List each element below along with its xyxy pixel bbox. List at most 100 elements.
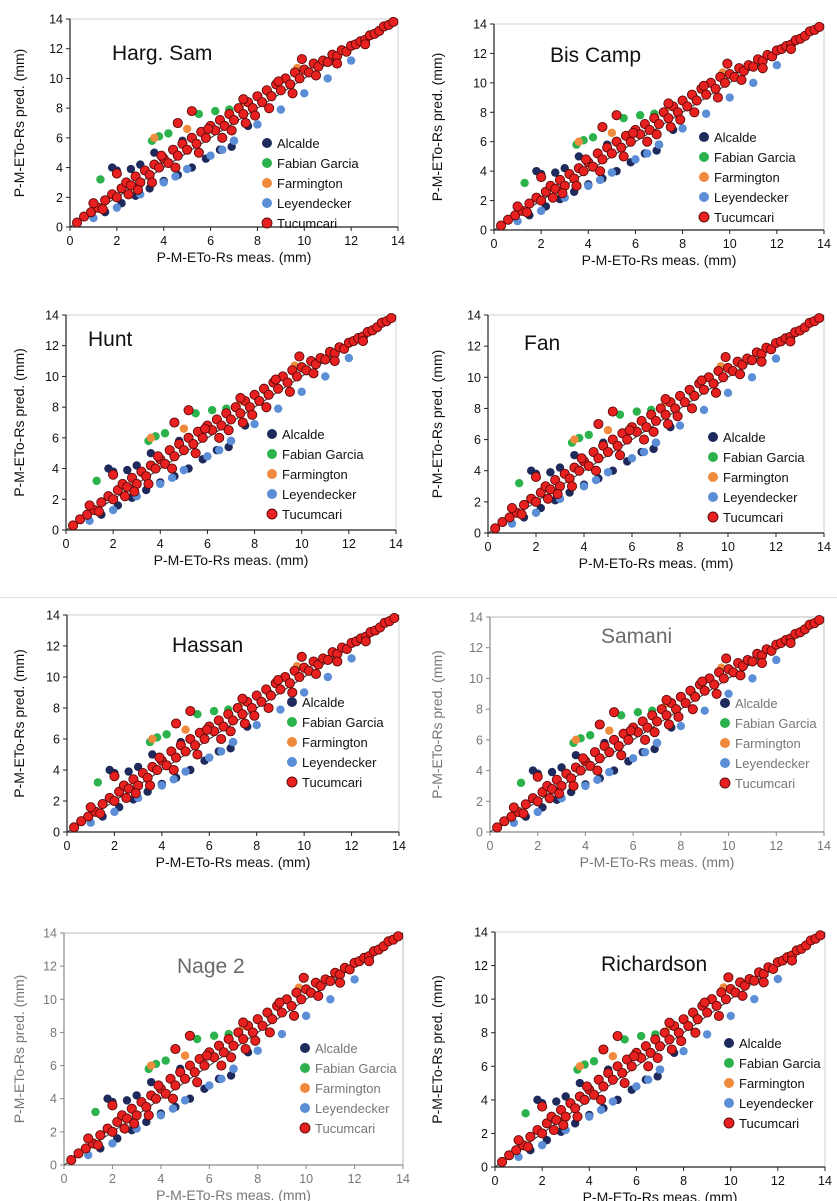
x-tick-label: 2 (534, 839, 541, 853)
data-point-farmington (148, 734, 157, 744)
legend-marker-farmington (724, 1078, 734, 1088)
data-point-tucumcari (698, 384, 710, 395)
x-axis-label: P-M-ETo-Rs meas. (mm) (154, 552, 309, 568)
data-point-fabian-garcia (91, 1107, 100, 1117)
legend-marker-fabian-garcia (267, 449, 277, 459)
data-point-tucumcari (698, 80, 709, 91)
x-tick-label: 10 (721, 540, 735, 554)
data-point-tucumcari (200, 132, 211, 143)
series-tucumcari (496, 21, 825, 231)
data-point-tucumcari (814, 21, 825, 32)
legend-marker-fabian-garcia (300, 1063, 310, 1073)
data-point-leyendecker (276, 105, 286, 114)
data-point-leyendecker (701, 109, 711, 118)
legend-label-fabian-garcia: Fabian Garcia (302, 715, 384, 730)
x-tick-label: 4 (585, 237, 592, 251)
legend-label-tucumcari: Tucumcari (714, 210, 774, 225)
x-tick-label: 4 (582, 839, 589, 853)
data-point-leyendecker (108, 1139, 117, 1148)
x-tick-label: 14 (818, 1174, 832, 1188)
legend-marker-fabian-garcia (724, 1058, 734, 1068)
data-point-alcalde (122, 1096, 132, 1105)
data-point-tucumcari (537, 1101, 548, 1112)
data-point-tucumcari (334, 977, 346, 988)
data-point-tucumcari (623, 734, 634, 745)
x-tick-label: 2 (533, 540, 540, 554)
legend-marker-tucumcari (707, 511, 719, 523)
data-point-fabian-garcia (161, 1056, 170, 1065)
legend-label-leyendecker: Leyendecker (315, 1101, 390, 1116)
x-tick-label: 4 (157, 1172, 164, 1186)
legend-marker-alcalde (699, 132, 709, 142)
x-tick-label: 0 (492, 1174, 499, 1188)
x-tick-label: 14 (389, 537, 403, 551)
data-point-farmington (603, 426, 613, 435)
data-point-leyendecker (607, 168, 617, 177)
legend-marker-leyendecker (724, 1098, 734, 1108)
data-point-leyendecker (632, 1082, 641, 1091)
data-point-farmington (150, 133, 159, 143)
legend: Alcalde Fabian Garcia Farmington Leyendecke… (261, 136, 359, 231)
data-point-tucumcari (111, 168, 122, 179)
x-tick-label: 12 (771, 1174, 785, 1188)
y-axis-label: P-M-ETo-Rs pred. (mm) (429, 975, 445, 1124)
x-tick-label: 4 (157, 537, 164, 551)
series-tucumcari (497, 930, 826, 1168)
y-tick-label: 6 (480, 135, 487, 149)
data-point-tucumcari (228, 1040, 239, 1051)
data-point-tucumcari (123, 783, 134, 794)
data-point-tucumcari (497, 1156, 508, 1168)
data-point-tucumcari (618, 151, 629, 162)
data-point-tucumcari (723, 972, 734, 983)
data-point-tucumcari (226, 1052, 237, 1063)
data-point-tucumcari (522, 1141, 534, 1152)
y-tick-label: 8 (474, 402, 481, 416)
legend-label-fabian-garcia: Fabian Garcia (739, 1056, 821, 1071)
data-point-fabian-garcia (586, 731, 595, 740)
data-point-tucumcari (602, 446, 614, 458)
data-point-tucumcari (572, 1111, 583, 1122)
y-tick-label: 4 (52, 462, 59, 476)
data-point-tucumcari (711, 1000, 722, 1011)
y-tick-label: 2 (481, 1127, 488, 1141)
legend: Alcalde Fabian Garcia Farmington Leyendecke… (719, 696, 817, 791)
data-point-fabian-garcia (589, 1057, 599, 1066)
data-point-tucumcari (653, 119, 665, 130)
data-point-tucumcari (581, 1081, 592, 1092)
data-point-tucumcari (218, 1047, 229, 1058)
data-point-alcalde (533, 1095, 542, 1105)
data-point-tucumcari (122, 481, 133, 493)
x-tick-label: 12 (345, 839, 359, 853)
data-point-tucumcari (325, 976, 336, 987)
data-point-tucumcari (625, 725, 636, 736)
y-tick-label: 2 (474, 495, 481, 509)
data-point-tucumcari (263, 702, 274, 714)
data-point-leyendecker (252, 720, 261, 730)
data-point-tucumcari (143, 1110, 154, 1121)
y-tick-label: 14 (469, 611, 483, 625)
x-tick-label: 0 (61, 1172, 68, 1186)
x-axis-label: P-M-ETo-Rs meas. (mm) (156, 854, 311, 870)
data-point-tucumcari (614, 450, 626, 461)
data-point-leyendecker (605, 767, 614, 777)
data-point-leyendecker (273, 404, 283, 413)
data-point-tucumcari (558, 1119, 569, 1131)
data-point-tucumcari (168, 764, 179, 776)
y-tick-label: 0 (50, 1159, 57, 1173)
data-point-leyendecker (156, 1111, 166, 1120)
legend-label-farmington: Farmington (714, 170, 780, 185)
data-point-tucumcari (575, 765, 586, 776)
x-tick-label: 10 (723, 237, 737, 251)
data-point-tucumcari (141, 1101, 152, 1113)
data-point-farmington (146, 433, 156, 443)
data-point-tucumcari (190, 448, 201, 459)
data-point-tucumcari (189, 1067, 200, 1078)
data-point-tucumcari (250, 1035, 261, 1046)
data-point-tucumcari (172, 117, 183, 129)
data-point-leyendecker (218, 145, 227, 154)
x-axis-label: P-M-ETo-Rs meas. (mm) (157, 249, 312, 265)
data-point-tucumcari (660, 394, 671, 405)
data-point-tucumcari (503, 214, 514, 225)
data-point-tucumcari (548, 1125, 559, 1136)
data-point-leyendecker (217, 1074, 226, 1084)
